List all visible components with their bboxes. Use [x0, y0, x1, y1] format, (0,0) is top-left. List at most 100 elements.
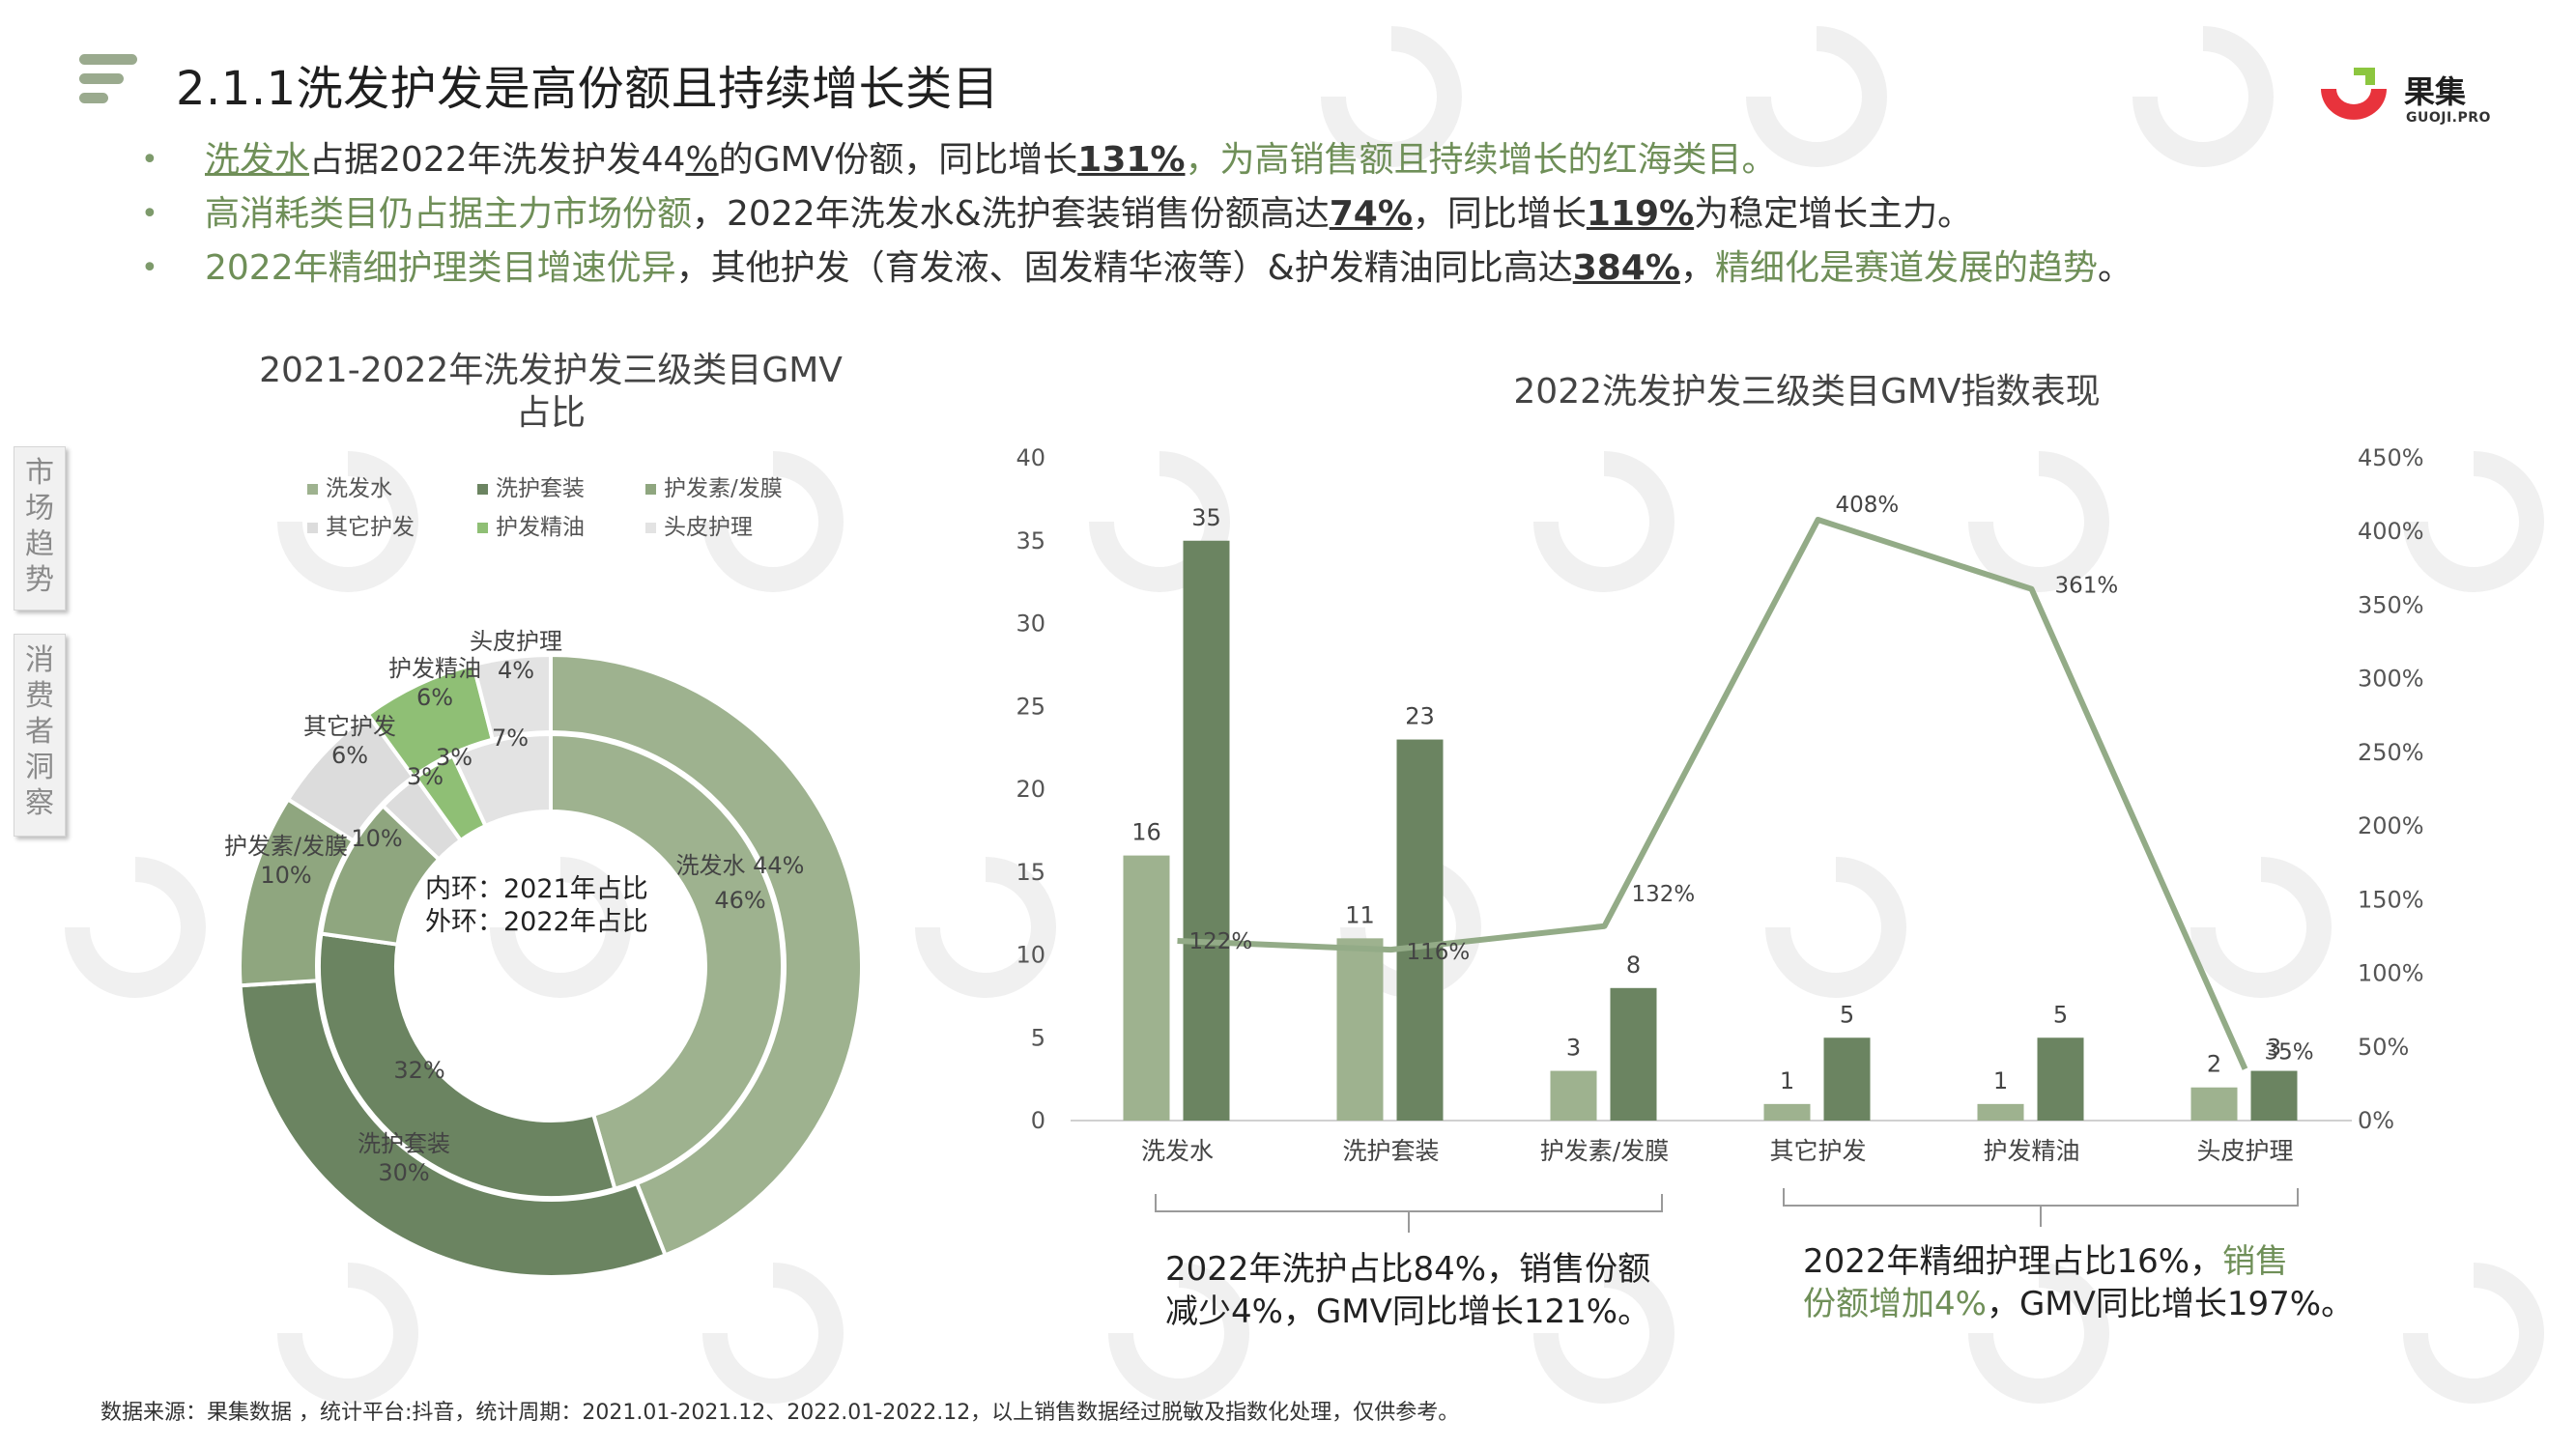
x-tick-label: 护发精油	[1983, 1137, 2079, 1165]
bar	[2190, 1087, 2238, 1121]
legend-item: 护发精油	[477, 508, 585, 541]
bar	[1336, 938, 1384, 1121]
y-tick-label: 25	[1016, 693, 1045, 720]
bar	[1550, 1070, 1597, 1121]
summary-right: 2022年精细护理占比16%，销售 份额增加4%，GMV同比增长197%。	[1803, 1242, 2355, 1323]
inner-ring-slice	[317, 931, 617, 1200]
legend-item: 洗发水	[307, 469, 392, 502]
group-bracket	[1155, 1194, 1663, 1233]
slice-label: 其它护发 6%	[303, 713, 396, 769]
data-source-footnote: 数据来源：果集数据 ，统计平台:抖音，统计周期：2021.01-2021.12、…	[100, 1401, 1460, 1425]
y2-tick-label: 400%	[2358, 518, 2424, 545]
y-tick-label: 0	[1031, 1107, 1045, 1134]
y-tick-label: 40	[1016, 444, 1045, 471]
bar	[1610, 987, 1657, 1121]
bar-value-label: 3	[1566, 1035, 1581, 1062]
slice-label: 洗护套装 30%	[358, 1130, 450, 1186]
page-title: 2.1.1洗发护发是高份额且持续增长类目	[176, 62, 1000, 116]
logo-text: 果集	[2404, 73, 2467, 110]
y-tick-label: 5	[1031, 1024, 1045, 1051]
key-findings-list: • 洗发水占据2022年洗发护发44%的GMV份额，同比增长131%，为高销售额…	[135, 133, 2512, 296]
guoji-logo-icon	[2321, 68, 2387, 120]
summary-left: 2022年洗护占比84%，销售份额 减少4%，GMV同比增长121%。	[1165, 1250, 1651, 1331]
donut-center-label: 内环：2021年占比 外环：2022年占比	[425, 874, 648, 937]
bar-chart-title: 2022洗发护发三级类目GMV指数表现	[1513, 372, 2101, 412]
group-bracket	[1783, 1188, 2299, 1227]
slice-label: 头皮护理 4%	[470, 628, 562, 684]
menu-lines-icon	[79, 54, 137, 104]
bar-value-label: 2	[2207, 1051, 2221, 1078]
bar	[2250, 1070, 2298, 1121]
x-tick-label: 护发素/发膜	[1540, 1137, 1669, 1165]
y2-tick-label: 250%	[2358, 739, 2424, 766]
slice-label: 护发素/发膜 10%	[224, 833, 348, 889]
x-tick-label: 头皮护理	[2196, 1137, 2293, 1165]
y-tick-label: 10	[1016, 942, 1045, 969]
y-tick-label: 15	[1016, 859, 1045, 886]
x-tick-label: 洗发水	[1141, 1137, 1214, 1165]
donut-chart: 洗发水 44% 洗护套装 30% 护发素/发膜 10% 其它护发 6%护发精油 6%头皮护理 4…	[224, 628, 865, 1279]
x-tick-label: 洗护套装	[1342, 1137, 1439, 1165]
inner-ring-slice	[549, 731, 785, 1192]
bullet-dot-icon: •	[141, 251, 158, 285]
x-tick-label: 其它护发	[1769, 1137, 1866, 1165]
bar	[1396, 739, 1444, 1121]
line-value-label: 132%	[1632, 882, 1696, 907]
y-tick-label: 30	[1016, 611, 1045, 638]
y2-tick-label: 450%	[2358, 444, 2424, 471]
y-tick-label: 20	[1016, 776, 1045, 803]
side-tab-market-trends[interactable]: 市 场 趋 势	[14, 446, 66, 611]
bar-value-label: 35	[1191, 504, 1221, 531]
line-value-label: 35%	[2265, 1040, 2314, 1065]
logo-subtext: GUOJI.PRO	[2406, 110, 2491, 126]
side-tab-consumer-insights[interactable]: 消 费 者 洞 察	[14, 634, 66, 837]
bar-value-label: 3	[2267, 1035, 2281, 1062]
legend-item: 护发素/发膜	[645, 469, 783, 502]
bar-value-label: 5	[1840, 1001, 1854, 1028]
legend-item: 其它护发	[307, 508, 415, 541]
slice-label: 洗发水 44%	[676, 852, 805, 879]
slice-label: 3%	[436, 744, 472, 771]
slice-label: 10%	[351, 825, 402, 852]
brand-logo: 果集 GUOJI.PRO	[2315, 64, 2508, 131]
bar	[2037, 1037, 2084, 1121]
y2-tick-label: 0%	[2358, 1107, 2394, 1134]
slice-label: 46%	[714, 887, 765, 914]
bar-value-label: 23	[1405, 703, 1435, 730]
bullet-dot-icon: •	[141, 143, 158, 177]
y2-tick-label: 150%	[2358, 886, 2424, 913]
y2-tick-label: 300%	[2358, 666, 2424, 693]
y2-tick-label: 50%	[2358, 1034, 2409, 1061]
line-value-label: 408%	[1836, 493, 1900, 518]
legend-item: 头皮护理	[645, 508, 753, 541]
list-item: • 洗发水占据2022年洗发护发44%的GMV份额，同比增长131%，为高销售额…	[135, 133, 2512, 187]
slice-label: 7%	[492, 724, 529, 752]
inner-ring-slice	[450, 731, 553, 829]
y2-tick-label: 350%	[2358, 591, 2424, 618]
bar-value-label: 8	[1626, 952, 1641, 979]
line-value-label: 116%	[1407, 940, 1471, 965]
bar	[1183, 540, 1230, 1121]
bar-value-label: 16	[1131, 819, 1161, 846]
bullet-dot-icon: •	[141, 197, 158, 231]
line-value-label: 361%	[2055, 574, 2119, 599]
slice-label: 3%	[407, 763, 444, 790]
bar-value-label: 5	[2053, 1001, 2068, 1028]
legend-item: 洗护套装	[477, 469, 585, 502]
growth-line	[1177, 517, 2248, 1070]
line-value-label: 122%	[1189, 929, 1253, 954]
slice-label: 32%	[393, 1057, 444, 1084]
list-item: • 2022年精细护理类目增速优异，其他护发（育发液、固发精华液等）&护发精油同…	[135, 242, 2512, 296]
list-item: • 高消耗类目仍占据主力市场份额，2022年洗发水&洗护套装销售份额高达74%，…	[135, 187, 2512, 242]
bar	[1823, 1037, 1871, 1121]
bar-value-label: 11	[1345, 901, 1375, 928]
y2-tick-label: 100%	[2358, 960, 2424, 987]
donut-chart-title: 2021-2022年洗发护发三级类目GMV 占比	[259, 351, 843, 433]
bar	[1123, 855, 1170, 1121]
bar	[1763, 1103, 1811, 1121]
bar-value-label: 1	[1993, 1067, 2008, 1094]
bar-value-label: 1	[1780, 1067, 1794, 1094]
y-tick-label: 35	[1016, 527, 1045, 554]
y2-tick-label: 200%	[2358, 812, 2424, 839]
